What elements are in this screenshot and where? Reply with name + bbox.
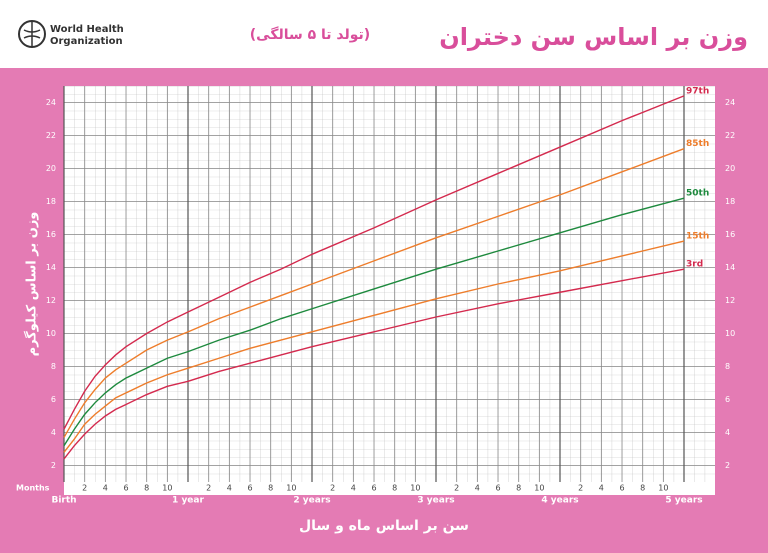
x-tick-label: 2 xyxy=(330,484,335,493)
y-tick-label: 4 xyxy=(51,428,56,437)
x-tick-label: 6 xyxy=(619,484,624,493)
x-tick-label: 2 years xyxy=(293,496,330,506)
series-label: 50th xyxy=(686,189,709,199)
x-tick-label: 6 xyxy=(247,484,252,493)
series-label: 15th xyxy=(686,232,709,242)
percentile-line xyxy=(63,197,685,447)
y-tick-label-right: 2 xyxy=(725,461,730,470)
y-tick-label: 20 xyxy=(46,164,56,173)
x-tick-label: 4 xyxy=(351,484,356,493)
series-label: 97th xyxy=(686,86,709,96)
y-tick-label-right: 4 xyxy=(725,428,730,437)
x-tick-label: 8 xyxy=(144,484,149,493)
logo-text: World Health xyxy=(50,24,124,35)
y-tick-label: 24 xyxy=(46,98,56,107)
y-tick-label-right: 8 xyxy=(725,362,730,371)
y-tick-label-right: 12 xyxy=(725,296,735,305)
y-tick-label: 10 xyxy=(46,329,56,338)
x-tick-label: 6 xyxy=(371,484,376,493)
x-tick-label: 4 xyxy=(599,484,604,493)
x-tick-label: 4 xyxy=(475,484,480,493)
x-axis-label: سن بر اساس ماه و سال xyxy=(299,518,469,534)
y-tick-label: 14 xyxy=(46,263,56,272)
x-tick-label: 10 xyxy=(162,484,172,493)
percentile-line xyxy=(63,268,685,460)
x-tick-label: 3 years xyxy=(417,496,454,506)
x-tick-label: 8 xyxy=(516,484,521,493)
x-tick-label: 10 xyxy=(286,484,296,493)
x-tick-label: 4 xyxy=(227,484,232,493)
y-tick-label: 8 xyxy=(51,362,56,371)
y-tick-label-right: 18 xyxy=(725,197,735,206)
logo: World Health Organization xyxy=(18,20,124,48)
chart-title: وزن بر اساس سن دختران xyxy=(439,23,748,51)
x-tick-label: Birth xyxy=(51,496,76,506)
y-tick-label-right: 14 xyxy=(725,263,735,272)
percentile-line xyxy=(63,240,685,453)
y-axis-label: وزن بر اساس کیلوگرم xyxy=(24,212,40,357)
x-tick-label: 8 xyxy=(268,484,273,493)
series-label: 85th xyxy=(686,139,709,149)
y-tick-label: 18 xyxy=(46,197,56,206)
y-tick-label: 6 xyxy=(51,395,56,404)
series-label: 3rd xyxy=(686,260,703,270)
x-tick-label: 10 xyxy=(410,484,420,493)
header-bg xyxy=(0,0,768,66)
y-tick-label-right: 24 xyxy=(725,98,735,107)
x-tick-label: 6 xyxy=(495,484,500,493)
x-tick-label: 6 xyxy=(123,484,128,493)
logo-text: Organization xyxy=(50,36,123,47)
y-tick-label-right: 22 xyxy=(725,131,735,140)
x-tick-label: 10 xyxy=(534,484,544,493)
x-tick-label: 1 year xyxy=(172,496,204,506)
percentile-line xyxy=(63,148,685,438)
x-unit-label: Months xyxy=(16,484,50,493)
x-tick-label: 8 xyxy=(392,484,397,493)
x-tick-label: 5 years xyxy=(665,496,702,506)
y-tick-label-right: 16 xyxy=(725,230,735,239)
x-tick-label: 10 xyxy=(658,484,668,493)
chart-subtitle: (تولد تا ۵ سالگی) xyxy=(250,26,370,43)
y-tick-label: 2 xyxy=(51,461,56,470)
y-tick-label: 12 xyxy=(46,296,56,305)
x-tick-label: 2 xyxy=(206,484,211,493)
percentile-line xyxy=(63,95,685,430)
x-tick-label: 2 xyxy=(82,484,87,493)
x-tick-label: 4 xyxy=(103,484,108,493)
y-tick-label-right: 10 xyxy=(725,329,735,338)
x-tick-label: 8 xyxy=(640,484,645,493)
y-tick-label-right: 20 xyxy=(725,164,735,173)
x-tick-label: 2 xyxy=(454,484,459,493)
y-tick-label: 16 xyxy=(46,230,56,239)
y-tick-label-right: 6 xyxy=(725,395,730,404)
x-tick-label: 4 years xyxy=(541,496,578,506)
y-tick-label: 22 xyxy=(46,131,56,140)
x-tick-label: 2 xyxy=(578,484,583,493)
